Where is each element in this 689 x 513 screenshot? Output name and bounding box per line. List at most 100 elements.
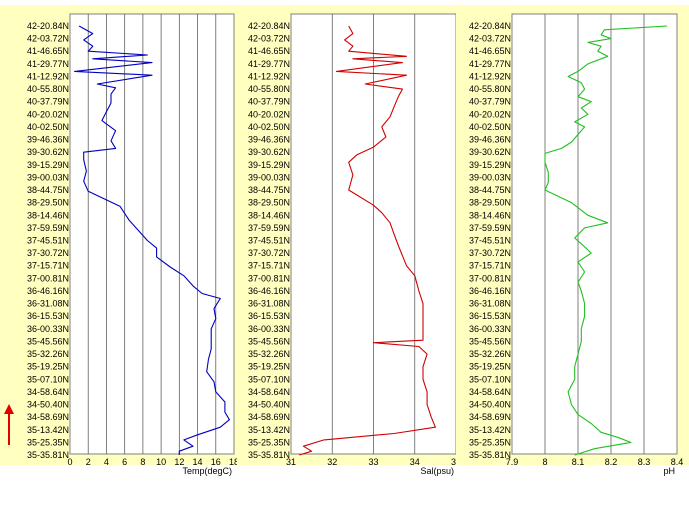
latitude-label: 37-30.72N	[469, 248, 511, 258]
latitude-label: 42-20.84N	[27, 21, 69, 31]
latitude-label: 37-59.59N	[27, 223, 69, 233]
latitude-label: 35-25.35N	[248, 437, 290, 447]
latitude-label: 41-29.77N	[27, 59, 69, 69]
latitude-label: 38-44.75N	[27, 185, 69, 195]
latitude-label: 40-55.80N	[248, 84, 290, 94]
latitude-label: 34-50.40N	[27, 400, 69, 410]
latitude-label: 35-45.56N	[469, 336, 511, 346]
latitude-label: 39-00.03N	[248, 172, 290, 182]
latitude-label: 36-15.53N	[469, 311, 511, 321]
latitude-label: 34-58.69N	[27, 412, 69, 422]
x-tick-label: 8	[140, 457, 145, 467]
latitude-label: 41-12.92N	[27, 71, 69, 81]
latitude-label: 42-03.72N	[469, 34, 511, 44]
latitude-label: 35-35.81N	[27, 450, 69, 460]
latitude-label: 34-50.40N	[469, 400, 511, 410]
x-tick-label: 8.2	[605, 457, 618, 467]
latitude-label: 41-46.65N	[27, 46, 69, 56]
latitude-label: 35-19.25N	[27, 362, 69, 372]
x-tick-label: 8.3	[638, 457, 651, 467]
latitude-label: 40-55.80N	[469, 84, 511, 94]
latitude-label: 38-44.75N	[469, 185, 511, 195]
latitude-label: 38-29.50N	[248, 198, 290, 208]
latitude-label: 40-37.79N	[27, 97, 69, 107]
latitude-label: 37-15.71N	[248, 261, 290, 271]
latitude-label: 34-58.64N	[469, 387, 511, 397]
latitude-label: 35-07.10N	[469, 374, 511, 384]
latitude-label: 37-15.71N	[27, 261, 69, 271]
latitude-label: 35-07.10N	[248, 374, 290, 384]
latitude-label: 36-15.53N	[27, 311, 69, 321]
latitude-label: 37-00.81N	[469, 273, 511, 283]
latitude-label: 40-55.80N	[27, 84, 69, 94]
latitude-label: 36-46.16N	[27, 286, 69, 296]
latitude-label: 36-46.16N	[469, 286, 511, 296]
x-tick-label: 8.1	[572, 457, 585, 467]
latitude-label: 34-58.64N	[248, 387, 290, 397]
latitude-label: 34-50.40N	[248, 400, 290, 410]
latitude-label: 39-30.62N	[27, 147, 69, 157]
latitude-label: 37-45.51N	[27, 236, 69, 246]
x-tick-label: 14	[193, 457, 203, 467]
x-tick-label: 32	[327, 457, 337, 467]
x-tick-label: 16	[211, 457, 221, 467]
latitude-label: 34-58.64N	[27, 387, 69, 397]
latitude-label: 35-19.25N	[248, 362, 290, 372]
plot-area-3	[511, 13, 678, 455]
latitude-label: 37-45.51N	[469, 236, 511, 246]
latitude-label: 37-00.81N	[27, 273, 69, 283]
latitude-label: 36-46.16N	[248, 286, 290, 296]
latitude-label: 37-59.59N	[469, 223, 511, 233]
latitude-label: 40-02.50N	[469, 122, 511, 132]
latitude-label: 35-32.26N	[248, 349, 290, 359]
latitude-label: 42-03.72N	[248, 34, 290, 44]
latitude-label: 39-30.62N	[469, 147, 511, 157]
latitude-label: 42-20.84N	[248, 21, 290, 31]
latitude-label: 41-29.77N	[469, 59, 511, 69]
latitude-label: 39-46.36N	[27, 135, 69, 145]
latitude-label: 41-12.92N	[248, 71, 290, 81]
x-tick-label: 8	[542, 457, 547, 467]
x-tick-label: 34	[410, 457, 420, 467]
x-tick-label: 4	[104, 457, 109, 467]
latitude-label: 37-30.72N	[27, 248, 69, 258]
latitude-label: 37-59.59N	[248, 223, 290, 233]
latitude-label: 40-20.02N	[469, 109, 511, 119]
latitude-label: 39-46.36N	[469, 135, 511, 145]
latitude-label: 36-31.08N	[27, 299, 69, 309]
x-tick-label: 7.9	[506, 457, 519, 467]
latitude-label: 39-15.29N	[469, 160, 511, 170]
latitude-label: 35-13.42N	[27, 425, 69, 435]
latitude-label: 35-32.26N	[27, 349, 69, 359]
latitude-label: 35-45.56N	[248, 336, 290, 346]
x-tick-label: 2	[86, 457, 91, 467]
latitude-label: 39-00.03N	[27, 172, 69, 182]
latitude-label: 39-00.03N	[469, 172, 511, 182]
latitude-label: 36-31.08N	[469, 299, 511, 309]
latitude-label: 37-15.71N	[469, 261, 511, 271]
latitude-label: 35-19.25N	[469, 362, 511, 372]
latitude-label: 37-00.81N	[248, 273, 290, 283]
latitude-label: 40-02.50N	[27, 122, 69, 132]
x-tick-label: 8.4	[671, 457, 684, 467]
latitude-label: 41-46.65N	[248, 46, 290, 56]
latitude-label: 38-14.46N	[469, 210, 511, 220]
latitude-label: 37-30.72N	[248, 248, 290, 258]
latitude-label: 36-00.33N	[469, 324, 511, 334]
latitude-label: 40-02.50N	[248, 122, 290, 132]
latitude-label: 40-37.79N	[469, 97, 511, 107]
series-line-1	[74, 25, 230, 455]
x-axis-label: Sal(psu)	[420, 466, 454, 476]
latitude-label: 38-29.50N	[469, 198, 511, 208]
latitude-label: 36-31.08N	[248, 299, 290, 309]
x-axis-label: pH	[663, 466, 675, 476]
latitude-label: 40-20.02N	[27, 109, 69, 119]
latitude-label: 39-15.29N	[27, 160, 69, 170]
latitude-label: 36-00.33N	[248, 324, 290, 334]
latitude-label: 35-07.10N	[27, 374, 69, 384]
latitude-label: 34-58.69N	[469, 412, 511, 422]
latitude-label: 35-35.81N	[469, 450, 511, 460]
plot-area-1	[69, 13, 235, 455]
latitude-label: 39-30.62N	[248, 147, 290, 157]
direction-arrow-head	[4, 404, 14, 414]
